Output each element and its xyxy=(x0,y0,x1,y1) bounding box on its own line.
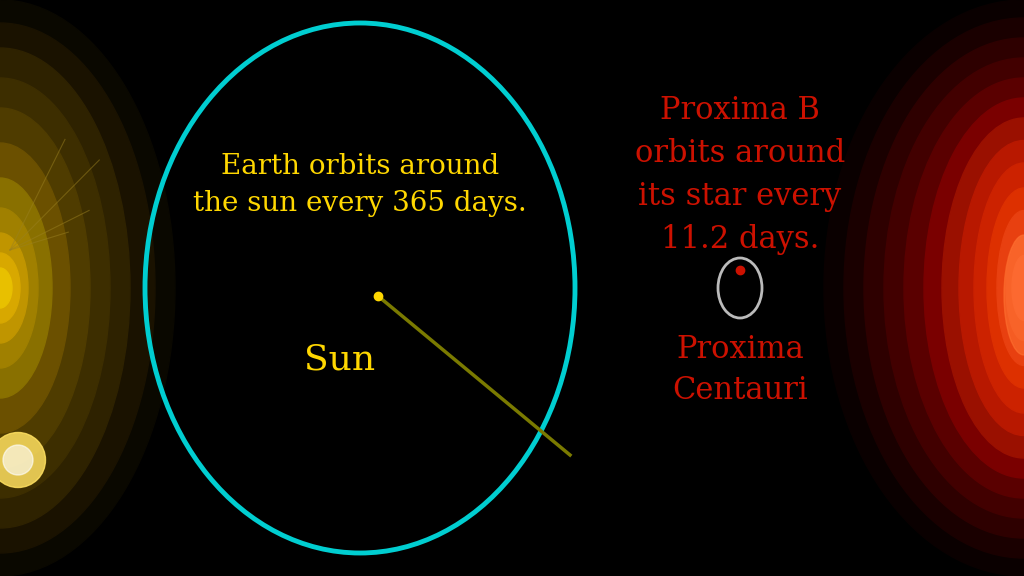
Ellipse shape xyxy=(942,118,1024,458)
Ellipse shape xyxy=(3,445,33,475)
Ellipse shape xyxy=(0,268,12,308)
Ellipse shape xyxy=(0,433,45,487)
Ellipse shape xyxy=(0,143,70,433)
Ellipse shape xyxy=(974,163,1024,413)
Ellipse shape xyxy=(0,233,28,343)
Ellipse shape xyxy=(0,208,38,368)
Ellipse shape xyxy=(0,178,52,398)
Ellipse shape xyxy=(924,98,1024,478)
Ellipse shape xyxy=(864,38,1024,538)
Ellipse shape xyxy=(987,188,1024,388)
Ellipse shape xyxy=(0,108,90,468)
Text: Earth orbits around
the sun every 365 days.: Earth orbits around the sun every 365 da… xyxy=(194,153,527,217)
Ellipse shape xyxy=(0,23,155,553)
Ellipse shape xyxy=(0,78,110,498)
Ellipse shape xyxy=(997,210,1024,366)
Text: Proxima B
orbits around
its star every
11.2 days.: Proxima B orbits around its star every 1… xyxy=(635,95,845,255)
Text: Sun: Sun xyxy=(304,343,376,377)
Ellipse shape xyxy=(1004,235,1024,355)
Ellipse shape xyxy=(884,58,1024,518)
Ellipse shape xyxy=(1012,256,1024,320)
Ellipse shape xyxy=(844,18,1024,558)
Ellipse shape xyxy=(0,48,130,528)
Ellipse shape xyxy=(0,253,20,323)
Ellipse shape xyxy=(904,78,1024,498)
Text: Proxima
Centauri: Proxima Centauri xyxy=(672,334,808,406)
Ellipse shape xyxy=(824,0,1024,576)
Ellipse shape xyxy=(0,0,175,576)
Ellipse shape xyxy=(1006,236,1024,340)
Ellipse shape xyxy=(959,141,1024,435)
